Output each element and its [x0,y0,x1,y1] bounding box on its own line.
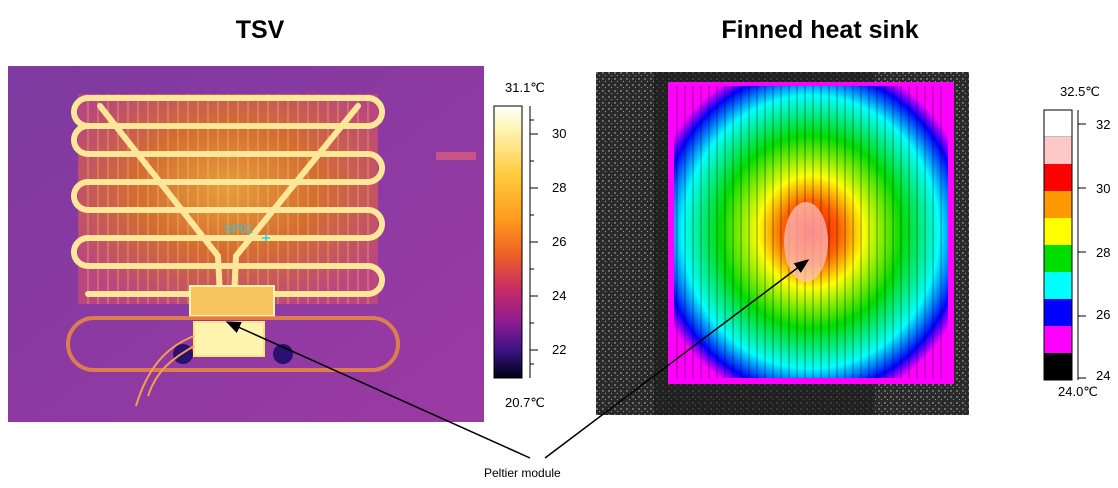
arrow-to-heat-sink-peltier [544,259,810,459]
tsv-thermal-image: SP01 [8,66,484,422]
heat-sink-tick-32: 32 [1096,117,1111,132]
tsv-title: TSV [235,16,285,44]
sp01-crosshair-icon [262,234,270,242]
heat-sink-max-temp: 32.5℃ [1060,84,1100,99]
heat-sink-tick-28: 28 [1096,245,1111,260]
heat-sink-tick-30: 30 [1096,181,1111,196]
tsv-min-temp: 20.7℃ [505,395,545,410]
heat-sink-thermal-image [596,72,969,415]
tsv-tick-22: 22 [552,342,567,357]
tsv-tick-24: 24 [552,288,567,303]
tsv-colorbar [493,105,538,379]
tsv-tick-30: 30 [552,126,567,141]
heat-sink-colorbar [1043,109,1086,381]
peltier-module-label: Peltier module [484,466,561,480]
finned-heat-sink-title: Finned heat sink [721,16,919,44]
heat-sink-min-temp: 24.0℃ [1058,384,1098,399]
tsv-max-temp: 31.1℃ [505,80,545,95]
tsv-tick-26: 26 [552,234,567,249]
heat-sink-tick-26: 26 [1096,307,1111,322]
heat-sink-tick-24: 24 [1096,368,1111,383]
sp01-marker-label: SP01 [224,222,254,236]
tsv-tick-28: 28 [552,180,567,195]
arrow-to-tsv-peltier [225,321,531,459]
